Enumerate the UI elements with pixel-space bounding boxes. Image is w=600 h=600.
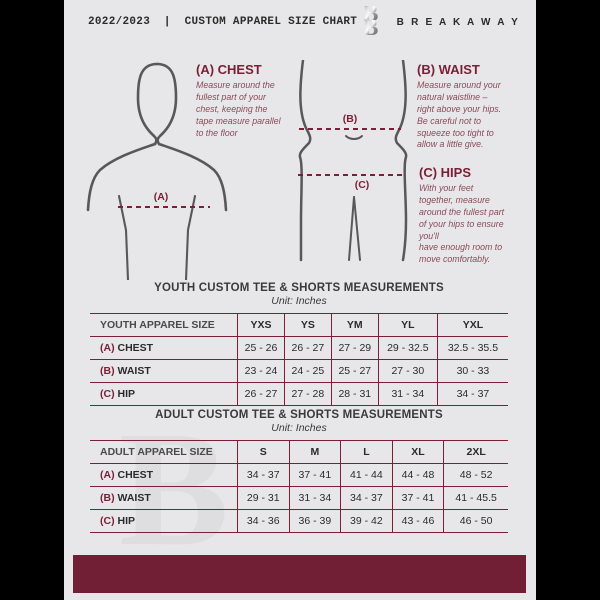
- svg-text:(C): (C): [355, 179, 370, 191]
- svg-text:(A): (A): [154, 191, 169, 203]
- svg-text:(B): (B): [343, 113, 358, 125]
